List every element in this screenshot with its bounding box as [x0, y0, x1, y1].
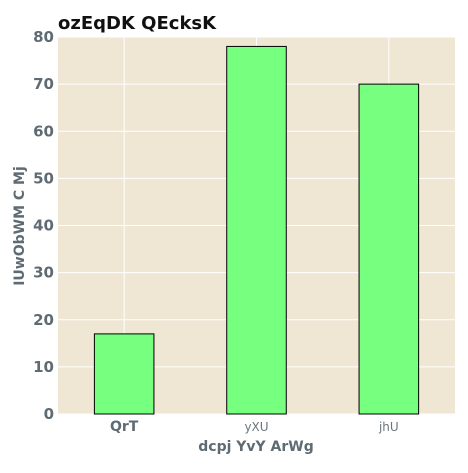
y-tick-label-8: 80: [33, 28, 54, 46]
y-tick-label-2: 20: [33, 311, 54, 329]
y-tick-label-0: 0: [44, 405, 54, 423]
y-tick-label-1: 10: [33, 358, 54, 376]
bar-QrT: [93, 333, 155, 415]
x-tick-label-2: jhU: [378, 420, 399, 434]
bar-yXU: [226, 45, 287, 415]
y-axis-label: IUwObWM C Mj: [12, 166, 28, 286]
y-tick-label-4: 40: [33, 217, 54, 235]
y-tick-label-6: 60: [33, 122, 54, 140]
x-axis-ticks: QrT yXU jhU: [110, 419, 399, 435]
x-tick-label-1: yXU: [244, 420, 268, 434]
chart-title: ozEqDK QEcksK: [58, 13, 217, 34]
y-tick-label-7: 70: [33, 75, 54, 93]
y-tick-label-5: 50: [33, 169, 54, 187]
x-tick-label-0: QrT: [110, 419, 139, 435]
y-tick-label-3: 30: [33, 264, 54, 282]
y-axis-ticks: 0 10 20 30 40 50 60 70 80: [33, 28, 54, 423]
bars: [93, 45, 420, 415]
bar-jhU: [358, 83, 420, 415]
x-axis-label: dcpj YvY ArWg: [198, 439, 314, 455]
